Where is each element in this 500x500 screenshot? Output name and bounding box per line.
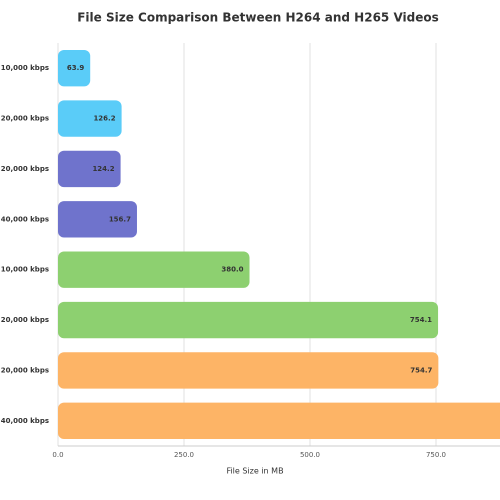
bar	[58, 402, 500, 439]
y-tick-label: - 10,000 kbps	[0, 64, 49, 72]
value-label: 126.2	[93, 115, 115, 123]
bar	[58, 301, 439, 339]
value-label: 156.7	[109, 215, 131, 223]
x-tick-label: 0.0	[52, 451, 63, 459]
y-tick-label: - 20,000 kbps	[0, 316, 49, 324]
bar	[58, 251, 250, 288]
value-label: 754.1	[410, 316, 432, 324]
x-axis-title: File Size in MB	[226, 467, 283, 476]
value-label: 754.7	[410, 366, 432, 374]
value-label: 380.0	[221, 266, 243, 274]
value-label: 124.2	[92, 165, 114, 173]
bar	[58, 352, 439, 389]
y-tick-label: - 10,000 kbps	[0, 266, 49, 274]
bar	[58, 201, 137, 238]
x-tick-label: 250.0	[174, 451, 194, 459]
y-tick-label: - 20,000 kbps	[0, 165, 49, 173]
value-label: 63.9	[67, 64, 84, 72]
y-tick-label: - 20,000 kbps	[0, 366, 49, 374]
chart-title: File Size Comparison Between H264 and H2…	[77, 11, 439, 25]
x-tick-label: 750.0	[426, 451, 446, 459]
bar	[58, 50, 91, 87]
y-tick-label: - 20,000 kbps	[0, 115, 49, 123]
y-tick-label: - 40,000 kbps	[0, 417, 49, 425]
bar	[58, 150, 121, 188]
x-tick-label: 500.0	[300, 451, 320, 459]
y-tick-label: - 40,000 kbps	[0, 215, 49, 223]
bar	[58, 100, 122, 137]
